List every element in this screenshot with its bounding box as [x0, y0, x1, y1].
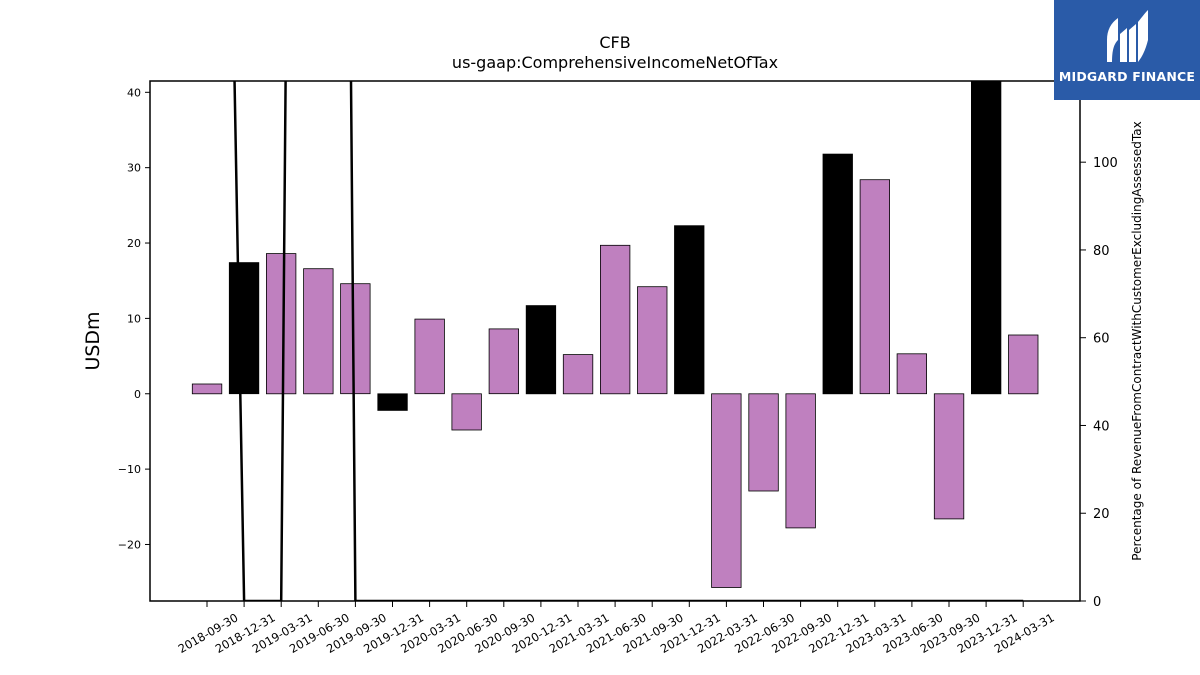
bar [674, 225, 705, 395]
y-tick-label: −10 [118, 463, 141, 476]
bar [303, 268, 334, 395]
bar [711, 393, 742, 588]
y2-tick-label: 40 [1093, 419, 1110, 434]
y2-tick-label: 0 [1093, 595, 1101, 610]
bar [525, 305, 557, 395]
bar [191, 383, 223, 395]
brand-logo-text: MIDGARD FINANCE [1058, 69, 1196, 84]
y2-tick-label: 60 [1093, 332, 1110, 347]
bar [933, 393, 965, 520]
y2-tick-label: 20 [1093, 507, 1110, 522]
bar [896, 353, 927, 395]
y-tick-label: 0 [134, 388, 141, 401]
bar [414, 318, 445, 395]
bar [822, 153, 853, 395]
y2-tick-label: 100 [1093, 156, 1118, 171]
y-tick-label: −20 [118, 538, 141, 551]
bar [637, 286, 668, 395]
y-tick-label: 40 [127, 86, 141, 99]
bar [377, 393, 408, 411]
bar [748, 393, 779, 492]
bar [562, 354, 594, 395]
bar [971, 80, 1002, 395]
bar [340, 283, 371, 395]
brand-logo: MIDGARD FINANCE [1054, 0, 1200, 100]
y-tick-label: 20 [127, 237, 141, 250]
y-tick-label: 30 [127, 162, 141, 175]
bar [488, 328, 520, 395]
bar [785, 393, 816, 529]
x-axis: 2018-09-302018-12-312019-03-312019-06-30… [176, 601, 1057, 656]
chart-title: CFB [599, 33, 630, 52]
y2-axis-label: Percentage of RevenueFromContractWithCus… [1130, 121, 1144, 560]
bar [265, 253, 297, 395]
midgard-logo-icon [1107, 10, 1148, 62]
y2-axis: 0 20 40 60 80 100 [1080, 156, 1118, 610]
bar [228, 262, 260, 395]
bars-group [191, 80, 1039, 588]
bar [451, 393, 482, 431]
bar [1008, 334, 1039, 395]
chart-subtitle: us-gaap:ComprehensiveIncomeNetOfTax [452, 53, 778, 72]
y-axis-label: USDm [82, 311, 104, 370]
bar [600, 244, 631, 395]
y2-tick-label: 80 [1093, 244, 1110, 259]
bar [859, 179, 890, 395]
y-axis: −20 −10 0 10 20 30 40 [118, 86, 150, 551]
y-tick-label: 10 [127, 312, 141, 325]
